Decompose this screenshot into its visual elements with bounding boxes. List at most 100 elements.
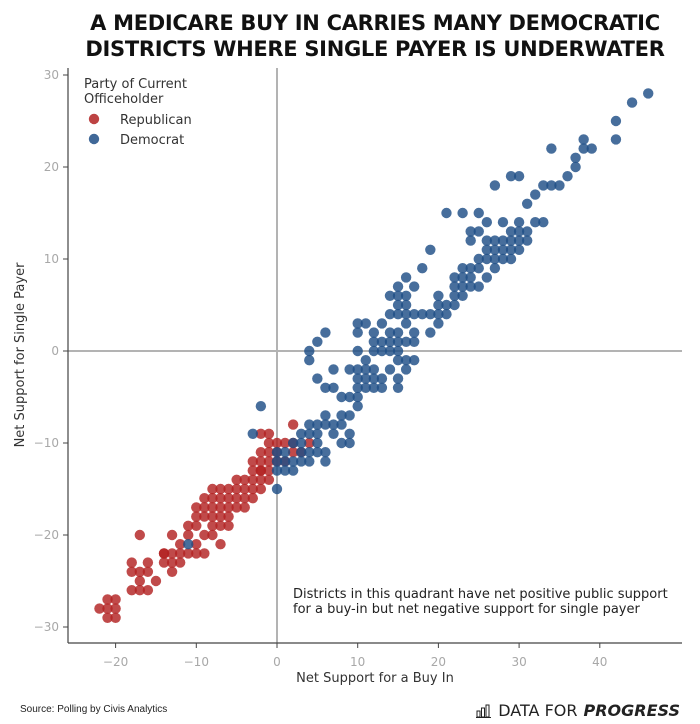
point-republican bbox=[255, 474, 267, 485]
point-democrat bbox=[368, 364, 380, 375]
x-tick-label: 40 bbox=[592, 655, 607, 669]
point-democrat bbox=[376, 318, 388, 329]
point-democrat bbox=[360, 355, 371, 366]
point-republican bbox=[247, 465, 258, 476]
point-democrat bbox=[376, 373, 388, 384]
point-democrat bbox=[255, 401, 267, 412]
point-democrat bbox=[344, 364, 355, 375]
point-republican bbox=[158, 557, 170, 568]
point-republican bbox=[304, 437, 315, 449]
point-republican bbox=[110, 612, 121, 623]
point-democrat bbox=[538, 217, 549, 228]
point-republican bbox=[191, 511, 202, 522]
point-democrat bbox=[320, 456, 331, 467]
point-republican bbox=[158, 548, 170, 559]
point-republican bbox=[239, 493, 250, 504]
point-democrat bbox=[352, 391, 363, 403]
point-republican bbox=[174, 548, 186, 559]
x-axis-label: Net Support for a Buy In bbox=[296, 671, 454, 686]
point-republican bbox=[134, 575, 146, 587]
quadrant-annotation: Districts in this quadrant have net posi… bbox=[293, 587, 668, 617]
point-republican bbox=[191, 539, 202, 550]
point-democrat bbox=[312, 437, 323, 449]
point-republican bbox=[255, 483, 267, 495]
point-democrat bbox=[296, 456, 307, 467]
point-democrat bbox=[392, 327, 404, 338]
point-democrat bbox=[610, 115, 622, 127]
point-democrat bbox=[546, 180, 557, 191]
point-democrat bbox=[392, 355, 404, 366]
legend-title: Party of Current bbox=[84, 77, 187, 92]
point-republican bbox=[263, 428, 275, 439]
point-democrat bbox=[465, 263, 476, 274]
point-democrat bbox=[368, 327, 380, 338]
point-democrat bbox=[400, 364, 412, 375]
point-republican bbox=[102, 603, 113, 614]
point-republican bbox=[183, 529, 194, 541]
point-democrat bbox=[312, 447, 323, 458]
point-republican bbox=[207, 511, 218, 522]
point-republican bbox=[102, 594, 113, 605]
point-democrat bbox=[505, 235, 517, 246]
point-democrat bbox=[392, 373, 404, 384]
point-republican bbox=[287, 419, 299, 430]
point-republican bbox=[183, 520, 194, 531]
point-republican bbox=[215, 483, 226, 495]
point-democrat bbox=[352, 382, 363, 393]
point-democrat bbox=[408, 281, 420, 292]
point-democrat bbox=[247, 428, 258, 439]
point-democrat bbox=[320, 447, 331, 458]
point-democrat bbox=[287, 456, 299, 467]
point-democrat bbox=[586, 143, 597, 154]
point-democrat bbox=[473, 207, 484, 219]
point-republican bbox=[207, 502, 218, 513]
point-republican bbox=[110, 603, 121, 614]
point-republican bbox=[223, 502, 234, 513]
point-democrat bbox=[320, 382, 331, 393]
point-republican bbox=[255, 428, 267, 439]
point-republican bbox=[215, 502, 226, 513]
point-democrat bbox=[505, 253, 517, 265]
point-republican bbox=[110, 594, 121, 605]
point-democrat bbox=[546, 143, 557, 154]
point-democrat bbox=[304, 345, 315, 357]
point-republican bbox=[271, 437, 283, 449]
annotation-line: Districts in this quadrant have net posi… bbox=[293, 587, 668, 602]
point-republican bbox=[126, 566, 137, 577]
point-democrat bbox=[352, 364, 363, 375]
point-democrat bbox=[521, 226, 533, 237]
point-democrat bbox=[578, 134, 589, 145]
point-democrat bbox=[400, 336, 412, 347]
x-tick-label: 30 bbox=[511, 655, 526, 669]
point-republican bbox=[166, 557, 178, 568]
point-republican bbox=[134, 566, 146, 577]
point-democrat bbox=[457, 263, 468, 274]
point-republican bbox=[255, 456, 267, 467]
point-democrat bbox=[328, 419, 339, 430]
point-republican bbox=[174, 539, 186, 550]
point-republican bbox=[191, 520, 202, 531]
point-democrat bbox=[449, 281, 460, 292]
point-democrat bbox=[304, 456, 315, 467]
point-republican bbox=[263, 437, 275, 449]
point-democrat bbox=[304, 419, 315, 430]
point-democrat bbox=[449, 299, 460, 311]
point-democrat bbox=[287, 437, 299, 449]
point-democrat bbox=[392, 309, 404, 320]
point-democrat bbox=[441, 299, 452, 311]
point-democrat bbox=[400, 309, 412, 320]
chart-title: A MEDICARE BUY IN CARRIES MANY DEMOCRATI… bbox=[0, 10, 700, 62]
point-democrat bbox=[457, 281, 468, 292]
point-democrat bbox=[513, 217, 525, 228]
point-democrat bbox=[296, 437, 307, 449]
point-republican bbox=[102, 612, 113, 623]
point-democrat bbox=[304, 428, 315, 439]
legend-label-republican: Republican bbox=[120, 113, 192, 128]
point-republican bbox=[134, 529, 146, 541]
point-republican bbox=[199, 529, 210, 541]
point-democrat bbox=[417, 309, 428, 320]
point-democrat bbox=[320, 410, 331, 421]
point-republican bbox=[142, 566, 154, 577]
legend-marker-republican bbox=[88, 113, 100, 125]
